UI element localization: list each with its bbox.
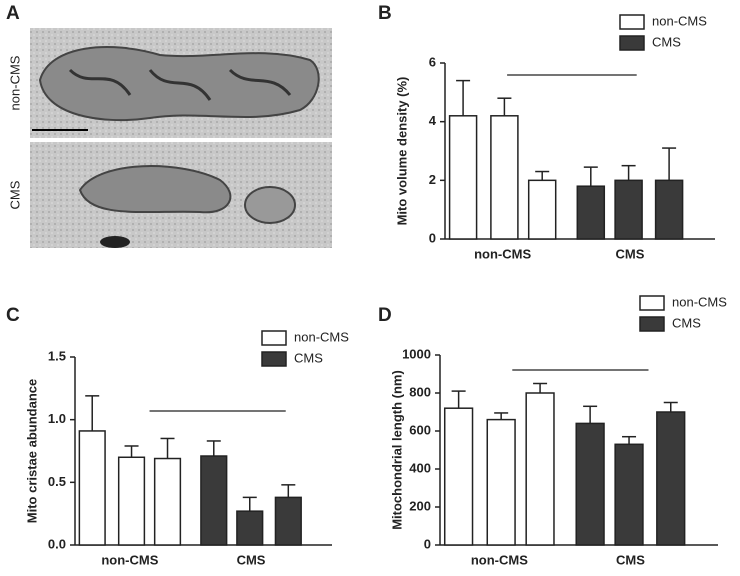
- legend-swatch: [261, 330, 287, 346]
- legend-label: non-CMS: [652, 13, 707, 28]
- y-tick-label: 200: [409, 498, 431, 513]
- y-tick-label: 0: [424, 536, 431, 551]
- bar: [486, 418, 516, 546]
- panel-label: D: [378, 305, 392, 326]
- y-tick-label: 600: [409, 422, 431, 437]
- bar: [153, 457, 182, 546]
- y-tick-label: 4: [429, 113, 437, 128]
- y-tick-label: 0.0: [48, 536, 66, 551]
- x-tick-label: non-CMS: [101, 552, 158, 567]
- y-tick-label: 1000: [402, 346, 431, 361]
- panel-label: B: [378, 3, 392, 24]
- y-tick-label: 0.5: [48, 474, 66, 489]
- legend-swatch: [619, 14, 645, 30]
- x-tick-label: CMS: [616, 552, 645, 567]
- y-tick-label: 1.5: [48, 348, 66, 363]
- y-tick-label: 800: [409, 384, 431, 399]
- legend-label: CMS: [672, 315, 701, 330]
- legend-label: non-CMS: [294, 329, 349, 344]
- legend-swatch: [639, 295, 665, 311]
- bar: [656, 411, 686, 546]
- x-tick-label: non-CMS: [474, 246, 531, 261]
- y-tick-label: 0: [429, 230, 436, 245]
- legend-swatch: [261, 351, 287, 367]
- micrograph: [30, 28, 332, 248]
- y-tick-label: 1.0: [48, 411, 66, 426]
- bar: [654, 179, 684, 240]
- x-tick-label: non-CMS: [471, 552, 528, 567]
- bar: [614, 179, 643, 240]
- bar: [200, 455, 228, 546]
- x-tick-label: CMS: [237, 552, 266, 567]
- y-tick-label: 2: [429, 172, 436, 187]
- bar: [490, 115, 519, 240]
- legend-label: non-CMS: [672, 294, 727, 309]
- bar: [525, 392, 555, 546]
- bar: [614, 443, 644, 546]
- bar: [448, 115, 478, 240]
- bar: [527, 179, 557, 240]
- bar: [236, 510, 264, 546]
- y-axis-label: Mito volume density (%): [394, 77, 409, 226]
- row-label: non-CMS: [7, 55, 22, 110]
- legend-swatch: [639, 316, 665, 332]
- x-tick-label: CMS: [616, 246, 645, 261]
- bar: [274, 496, 302, 546]
- y-tick-label: 400: [409, 460, 431, 475]
- bar: [575, 422, 605, 546]
- legend-label: CMS: [294, 350, 323, 365]
- bar: [576, 185, 606, 240]
- y-axis-label: Mito cristae abundance: [24, 379, 39, 523]
- panel-label: C: [6, 305, 20, 326]
- bar: [443, 407, 474, 546]
- legend-label: CMS: [652, 34, 681, 49]
- panel-label: A: [6, 3, 20, 24]
- y-axis-label: Mitochondrial length (nm): [389, 370, 404, 530]
- y-tick-label: 6: [429, 54, 436, 69]
- legend-swatch: [619, 35, 645, 51]
- bar: [117, 456, 146, 546]
- row-label: CMS: [7, 180, 22, 209]
- bar: [78, 430, 106, 546]
